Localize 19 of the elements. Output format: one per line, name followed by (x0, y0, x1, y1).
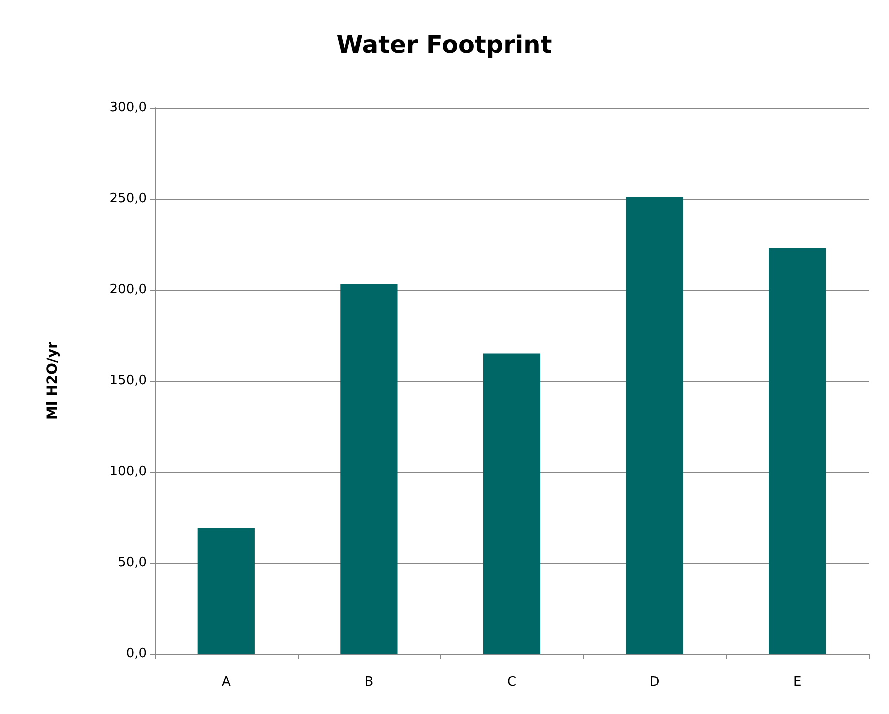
y-tick-label: 50,0 (118, 556, 147, 570)
y-tick-label: 250,0 (110, 192, 147, 206)
y-tick-label: 100,0 (110, 464, 147, 480)
y-axis-title: Ml H2O/yr (45, 342, 61, 420)
y-tick-label: 150,0 (110, 374, 147, 388)
x-tick-label: C (507, 675, 517, 690)
y-tick-label: 0,0 (126, 646, 147, 662)
bar (198, 528, 255, 654)
x-tick-label: E (793, 675, 802, 690)
y-tick-label: 200,0 (110, 282, 147, 298)
x-tick-label: B (364, 675, 374, 690)
x-tick-label: A (222, 675, 231, 690)
bar (626, 197, 684, 654)
bar (483, 354, 541, 654)
bar (340, 284, 398, 654)
bar (769, 248, 826, 654)
chart-title: Water Footprint (336, 31, 552, 59)
y-tick-label: 300,0 (110, 100, 147, 116)
x-tick-label: D (650, 675, 660, 690)
